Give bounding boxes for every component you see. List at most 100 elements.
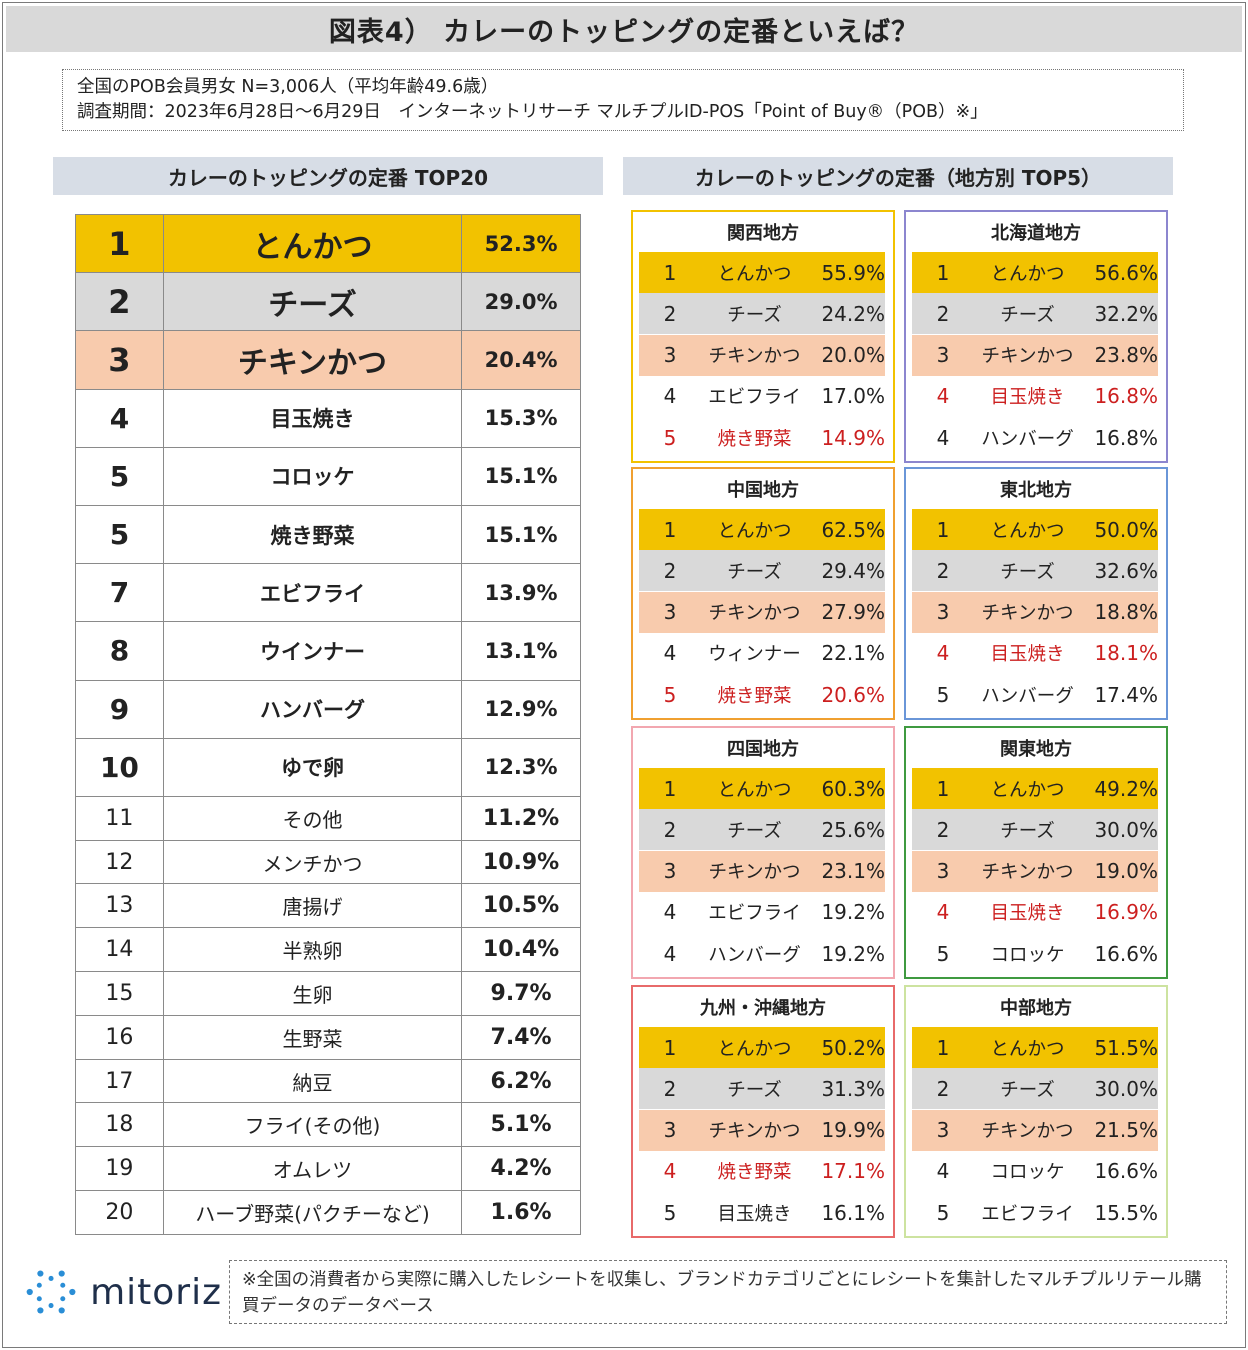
- region-topping: とんかつ: [990, 520, 1065, 542]
- topping-cell: 納豆: [162, 1058, 463, 1104]
- table-row: 17 納豆 6.2%: [75, 1058, 581, 1104]
- top20-header: カレーのトッピングの定番 TOP20: [53, 157, 603, 195]
- survey-info-box: 全国のPOB会員男女 N=3,006人（平均年齢49.6歳） 調査期間：2023…: [62, 69, 1184, 131]
- region-percent: 30.0%: [1094, 1076, 1158, 1101]
- table-row: 14 半熟卵 10.4%: [75, 927, 581, 973]
- rank-cell: 11: [75, 795, 164, 841]
- region-row: 1 とんかつ 62.5%: [639, 509, 885, 550]
- region-row: 1 とんかつ 49.2%: [912, 768, 1158, 809]
- table-row: 4 目玉焼き 15.3%: [75, 388, 581, 448]
- region-row: 3 チキンかつ 19.9%: [639, 1109, 885, 1151]
- region-rank: 3: [663, 1118, 677, 1143]
- table-row: 7 エビフライ 13.9%: [75, 563, 581, 623]
- region-row: 1 とんかつ 56.6%: [912, 252, 1158, 293]
- region-percent: 25.6%: [821, 817, 885, 842]
- table-row: 8 ウインナー 13.1%: [75, 621, 581, 681]
- region-topping: チキンかつ: [981, 603, 1074, 625]
- region-row: 5 目玉焼き 16.1%: [639, 1192, 885, 1233]
- region-row: 2 チーズ 30.0%: [912, 809, 1158, 851]
- table-row: 12 メンチかつ 10.9%: [75, 839, 581, 885]
- rank-cell: 14: [75, 927, 164, 973]
- region-percent: 32.6%: [1094, 558, 1158, 583]
- region-rank: 1: [936, 1035, 950, 1060]
- region-topping: チーズ: [1000, 1079, 1055, 1101]
- region-panel: 東北地方 1 とんかつ 50.0% 2 チーズ 32.6% 3 チキンかつ 18.8% 4 目玉焼き 1…: [904, 467, 1168, 720]
- footnote-box: ※全国の消費者から実際に購入したレシートを収集し、ブランドカテゴリごとにレシート…: [229, 1260, 1227, 1324]
- region-topping: エビフライ: [981, 1203, 1074, 1225]
- region-row: 4 ハンバーグ 16.8%: [912, 417, 1158, 458]
- region-percent: 18.8%: [1094, 600, 1158, 625]
- region-topping: 目玉焼き: [990, 387, 1065, 409]
- table-row: 5 焼き野菜 15.1%: [75, 504, 581, 565]
- region-row: 1 とんかつ 55.9%: [639, 252, 885, 293]
- logo-text: mitoriz: [90, 1271, 222, 1313]
- region-topping: ハンバーグ: [708, 944, 801, 966]
- region-rank: 1: [663, 260, 677, 285]
- percent-cell: 13.1%: [461, 621, 581, 681]
- percent-cell: 10.5%: [461, 883, 581, 929]
- region-percent: 17.0%: [821, 384, 885, 409]
- table-row: 18 フライ(その他) 5.1%: [75, 1102, 581, 1148]
- regional-header: カレーのトッピングの定番（地方別 TOP5）: [623, 157, 1173, 195]
- percent-cell: 5.1%: [461, 1102, 581, 1148]
- percent-cell: 20.4%: [461, 330, 581, 390]
- region-topping: とんかつ: [990, 779, 1065, 801]
- table-row: 3 チキンかつ 20.4%: [75, 330, 581, 390]
- region-percent: 23.1%: [821, 859, 885, 884]
- table-row: 13 唐揚げ 10.5%: [75, 883, 581, 929]
- region-rank: 2: [663, 301, 677, 326]
- region-percent: 16.8%: [1094, 384, 1158, 409]
- region-percent: 20.6%: [821, 682, 885, 707]
- percent-cell: 10.9%: [461, 839, 581, 885]
- region-name: 九州・沖縄地方: [700, 998, 826, 1019]
- region-rank: 1: [936, 260, 950, 285]
- region-percent: 16.9%: [1094, 900, 1158, 925]
- title-bar: 図表4） カレーのトッピングの定番といえば？: [6, 6, 1242, 52]
- region-row: 2 チーズ 30.0%: [912, 1068, 1158, 1110]
- rank-cell: 16: [75, 1014, 164, 1060]
- region-percent: 60.3%: [821, 776, 885, 801]
- region-percent: 29.4%: [821, 558, 885, 583]
- region-rank: 5: [663, 425, 677, 450]
- table-row: 5 コロッケ 15.1%: [75, 446, 581, 506]
- region-topping: チキンかつ: [708, 603, 801, 625]
- rank-cell: 2: [75, 272, 164, 332]
- region-name: 四国地方: [727, 739, 799, 760]
- topping-cell: コロッケ: [162, 446, 463, 506]
- region-percent: 16.1%: [821, 1200, 885, 1225]
- region-topping: コロッケ: [990, 1162, 1065, 1184]
- percent-cell: 15.1%: [461, 504, 581, 565]
- region-row: 2 チーズ 25.6%: [639, 809, 885, 851]
- top20-table: 1 とんかつ 52.3% 2 チーズ 29.0% 3 チキンかつ 20.4% 4 目玉焼き 15.3%…: [75, 213, 581, 1235]
- region-panel: 関西地方 1 とんかつ 55.9% 2 チーズ 24.2% 3 チキンかつ 20.0% 4 エビフライ…: [631, 210, 895, 463]
- region-row: 2 チーズ 32.2%: [912, 293, 1158, 335]
- topping-cell: 生卵: [162, 971, 463, 1016]
- table-row: 15 生卵 9.7%: [75, 971, 581, 1016]
- region-topping: 目玉焼き: [990, 644, 1065, 666]
- region-rank: 2: [663, 558, 677, 583]
- region-percent: 22.1%: [821, 641, 885, 666]
- rank-cell: 18: [75, 1102, 164, 1148]
- region-percent: 18.1%: [1094, 641, 1158, 666]
- region-rank: 2: [936, 301, 950, 326]
- rank-cell: 10: [75, 737, 164, 797]
- region-rank: 4: [663, 941, 677, 966]
- region-topping: 焼き野菜: [717, 685, 792, 707]
- percent-cell: 6.2%: [461, 1058, 581, 1104]
- region-row: 3 チキンかつ 23.8%: [912, 334, 1158, 376]
- rank-cell: 19: [75, 1146, 164, 1192]
- region-row: 3 チキンかつ 23.1%: [639, 850, 885, 892]
- region-rank: 5: [936, 1200, 950, 1225]
- region-topping: とんかつ: [717, 520, 792, 542]
- rank-cell: 1: [75, 213, 164, 274]
- region-rank: 1: [663, 517, 677, 542]
- region-panel: 中部地方 1 とんかつ 51.5% 2 チーズ 30.0% 3 チキンかつ 21.5% 4 コロッケ 1…: [904, 985, 1168, 1238]
- survey-info-line1: 全国のPOB会員男女 N=3,006人（平均年齢49.6歳）: [77, 77, 499, 97]
- region-topping: とんかつ: [717, 779, 792, 801]
- region-row: 5 ハンバーグ 17.4%: [912, 674, 1158, 715]
- region-percent: 19.9%: [821, 1118, 885, 1143]
- percent-cell: 10.4%: [461, 927, 581, 973]
- topping-cell: チキンかつ: [162, 330, 463, 390]
- region-percent: 16.6%: [1094, 1159, 1158, 1184]
- percent-cell: 13.9%: [461, 563, 581, 623]
